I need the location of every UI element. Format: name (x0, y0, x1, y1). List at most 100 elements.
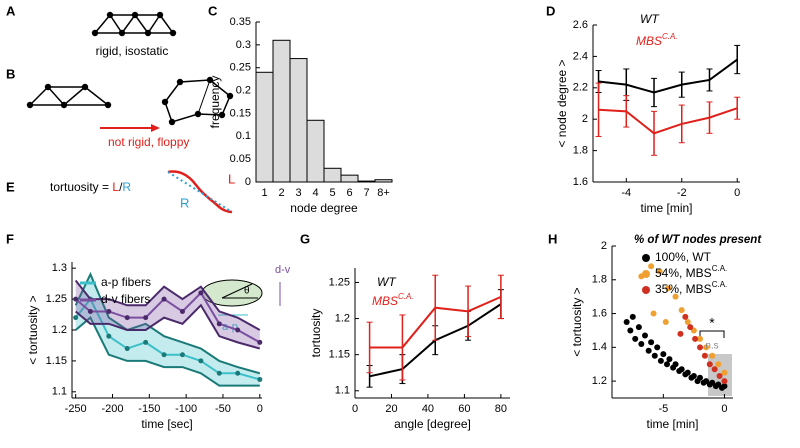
bar (357, 180, 376, 183)
y-tick-label: 2.6 (573, 19, 588, 31)
point (216, 370, 222, 376)
bar (289, 58, 308, 183)
point (73, 315, 79, 321)
y-axis-label: < tortuosity > (570, 287, 584, 356)
legend-sup: C.A. (398, 292, 414, 301)
point (179, 308, 185, 314)
y-tick-label: 1.25 (329, 276, 350, 288)
x-tick-label: -5 (658, 403, 668, 415)
fiber-curve (167, 170, 233, 214)
legend-name: d-v fibers (101, 292, 150, 306)
band-edge (75, 303, 261, 350)
x-tick-label: 4 (312, 187, 318, 199)
x-axis-label: time [sec] (141, 417, 192, 431)
legend-label: WT (377, 275, 397, 289)
legend-label: 100%, WT (655, 250, 712, 264)
legend-sup: C.A. (662, 32, 678, 41)
x-tick-label: 6 (346, 187, 352, 199)
point (656, 268, 663, 275)
bar (272, 39, 291, 183)
x-tick-label: 2 (278, 187, 284, 199)
point (257, 339, 263, 345)
formula-l: L (112, 180, 119, 194)
bar (323, 167, 342, 183)
legend-label: 54%, MBSC.A. (655, 264, 727, 280)
point (73, 296, 79, 302)
annotation: * (709, 315, 715, 331)
panel-label: C (208, 3, 218, 18)
point (198, 290, 204, 296)
y-tick-label: 0.2 (236, 84, 251, 96)
point (143, 339, 149, 345)
legend-sup: C.A. (712, 264, 728, 273)
x-tick-label: 60 (458, 403, 470, 415)
legend-name: a-p fibers (101, 275, 151, 289)
y-tick-label: 1.25 (46, 293, 67, 305)
theta: θ (244, 286, 250, 297)
x-axis-label: time [min] (640, 201, 692, 215)
y-tick-label: 1.4 (592, 341, 607, 353)
point (697, 344, 703, 351)
x-axis-label: time [min] (646, 417, 698, 431)
point (721, 383, 728, 390)
y-tick-label: 2.4 (573, 50, 588, 62)
y-tick-label: 0.05 (230, 153, 251, 165)
panel-label: H (548, 231, 557, 246)
diagram-rigid-nodes (91, 11, 177, 37)
caption: not rigid, floppy (108, 135, 189, 149)
legend-name: 54%, MBS (655, 266, 712, 280)
x-tick-label: 8+ (377, 187, 390, 199)
x-tick-label: 80 (495, 403, 507, 415)
bar (306, 119, 325, 183)
point (678, 307, 685, 314)
legend-sup: C.A. (712, 280, 728, 289)
caption: rigid, isostatic (96, 44, 169, 58)
legend-label: a-p fibers (101, 275, 151, 289)
point (706, 361, 713, 368)
annotation: n.s (705, 341, 718, 352)
point (235, 370, 241, 376)
chord-label: R (180, 195, 189, 210)
point (665, 285, 672, 292)
y-tick-label: 0.35 (230, 16, 251, 28)
band-edge (74, 271, 261, 375)
point (684, 369, 691, 376)
y-tick-label: 0.3 (236, 39, 251, 51)
x-tick-label: 0 (257, 403, 263, 415)
panel-label: B (6, 66, 15, 81)
y-tick-label: 1.8 (592, 274, 607, 286)
y-tick-label: 1.8 (573, 145, 588, 157)
x-tick-label: -250 (65, 403, 87, 415)
y-tick-label: 2 (582, 113, 588, 125)
formula-slash: / (119, 180, 123, 194)
point (721, 369, 728, 376)
point (654, 344, 661, 351)
point (629, 313, 636, 320)
point (692, 335, 699, 342)
y-tick-label: 0 (245, 176, 251, 188)
point (648, 339, 655, 346)
point (216, 321, 222, 327)
point (657, 357, 664, 364)
x-axis-label: node degree (290, 201, 358, 215)
legend-label: WT (640, 12, 660, 26)
x-tick-label: -4 (621, 187, 631, 199)
point (632, 335, 639, 342)
series-line (598, 107, 738, 135)
legend-name: MBS (372, 294, 398, 308)
legend-title: % of WT nodes present (634, 234, 762, 246)
point (106, 308, 112, 314)
point (124, 346, 130, 352)
legend-swatch (642, 270, 650, 278)
panel-label: A (6, 3, 16, 18)
y-axis-label: < tortuosity > (26, 295, 40, 364)
point (161, 352, 167, 358)
point (697, 335, 703, 342)
point (235, 327, 241, 333)
x-tick-label: -200 (101, 403, 123, 415)
y-tick-label: 0.15 (230, 107, 251, 119)
legend-name: MBS (636, 34, 662, 48)
point (701, 352, 708, 359)
panel-label: G (300, 231, 310, 246)
